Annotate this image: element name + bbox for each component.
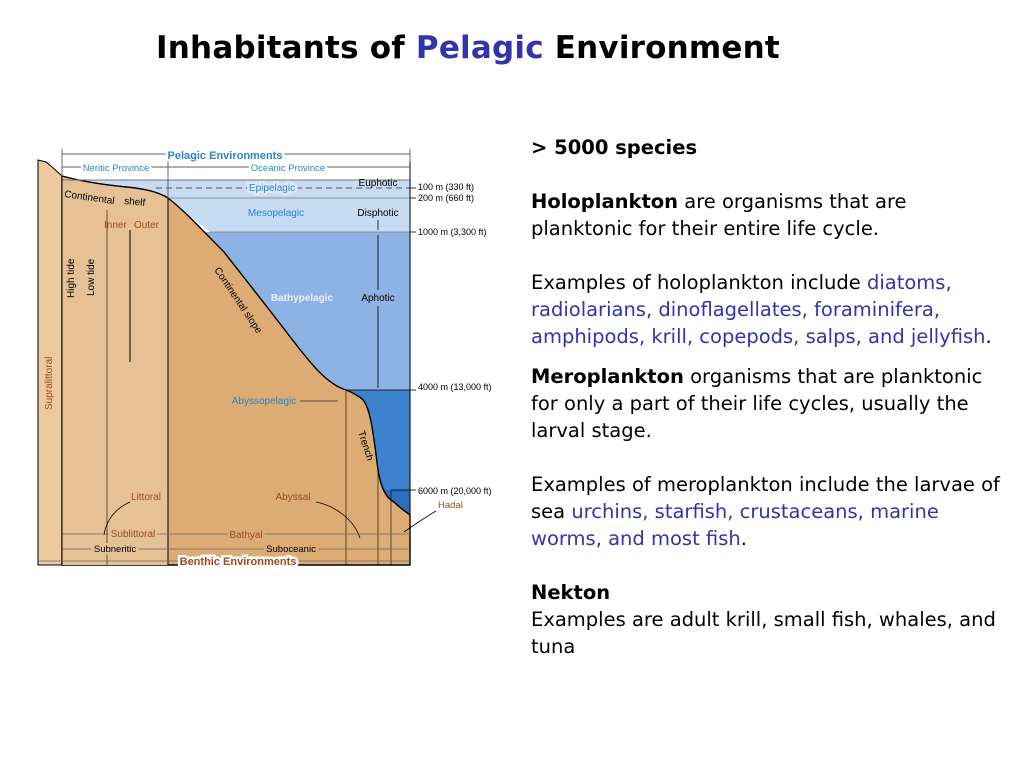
holoplankton-examples: Examples of holoplankton include diatoms…	[531, 269, 1001, 350]
low-tide-label: Low tide	[86, 258, 97, 296]
depth-4000-label: 4000 m (13,000 ft)	[418, 382, 492, 392]
sublittoral-label: Sublittoral	[111, 529, 155, 540]
euphotic-label: Euphotic	[359, 178, 398, 189]
depth-100-label: 100 m (330 ft)	[418, 182, 474, 192]
nekton-description: Examples are adult krill, small fish, wh…	[531, 608, 996, 658]
meroplankton-examples-list: urchins, starfish, crustaceans, marine w…	[531, 500, 939, 550]
aphotic-label: Aphotic	[361, 293, 394, 304]
disphotic-label: Disphotic	[357, 208, 398, 219]
mesopelagic-label: Mesopelagic	[248, 208, 304, 219]
bathypelagic-label: Bathypelagic	[271, 293, 334, 304]
shelf-outline	[61, 175, 169, 199]
outer-label: Outer	[134, 220, 160, 231]
inner-label: Inner	[104, 220, 127, 231]
hadal-label: Hadal	[438, 500, 463, 511]
epipelagic-label: Epipelagic	[249, 183, 295, 194]
pelagic-environments-label: Pelagic Environments	[168, 150, 283, 162]
shelf-region	[62, 176, 168, 565]
holoplankton-examples-intro: Examples of holoplankton include	[531, 271, 867, 294]
neritic-province-label: Neritic Province	[83, 163, 150, 174]
depth-200-label: 200 m (660 ft)	[418, 193, 474, 203]
species-count: > 5000 species	[531, 136, 698, 159]
nekton-heading: Nekton	[531, 581, 611, 604]
meroplankton-definition: organisms that are planktonic for only a…	[531, 365, 983, 442]
holoplankton-definition: are organisms that are planktonic for th…	[531, 190, 907, 240]
title-prefix: Inhabitants of	[156, 30, 416, 66]
abyssal-label: Abyssal	[275, 492, 310, 503]
slide-title: Inhabitants of Pelagic Environment	[0, 30, 936, 66]
depth-6000-label: 6000 m (20,000 ft)	[418, 486, 492, 496]
meroplankton-examples-period: .	[740, 527, 747, 550]
depth-1000-label: 1000 m (3,300 ft)	[418, 227, 487, 237]
title-suffix: Environment	[543, 30, 780, 66]
meroplankton-examples: Examples of meroplankton include the lar…	[531, 471, 1001, 552]
text-column: > 5000 species Holoplankton are organism…	[531, 134, 1001, 660]
holoplankton-term: Holoplankton	[531, 190, 679, 213]
high-tide-label: High tide	[66, 258, 77, 298]
oceanic-province-label: Oceanic Province	[251, 163, 325, 174]
holoplankton-paragraph: Holoplankton are organisms that are plan…	[531, 188, 1001, 242]
suboceanic-label: Suboceanic	[266, 544, 316, 555]
supralittoral-label: Supralittoral	[44, 357, 55, 410]
meroplankton-paragraph: Meroplankton organisms that are plankton…	[531, 363, 1001, 444]
title-accent: Pelagic	[415, 30, 544, 66]
holoplankton-examples-list: diatoms, radiolarians, dinoflagellates, …	[531, 271, 986, 348]
subneritic-label: Subneritic	[94, 544, 136, 555]
holoplankton-examples-period: .	[985, 325, 992, 348]
bathyal-label: Bathyal	[229, 530, 262, 541]
benthic-environments-label: Benthic Environments	[180, 556, 297, 568]
abyssopelagic-label: Abyssopelagic	[232, 396, 296, 407]
meroplankton-examples-intro: Examples of meroplankton include the lar…	[531, 473, 1000, 523]
meroplankton-term: Meroplankton	[531, 365, 684, 388]
pelagic-zones-diagram: Pelagic Environments Neritic Province Oc…	[37, 148, 492, 571]
littoral-label: Littoral	[131, 492, 161, 503]
shelf-label: shelf	[124, 196, 146, 209]
